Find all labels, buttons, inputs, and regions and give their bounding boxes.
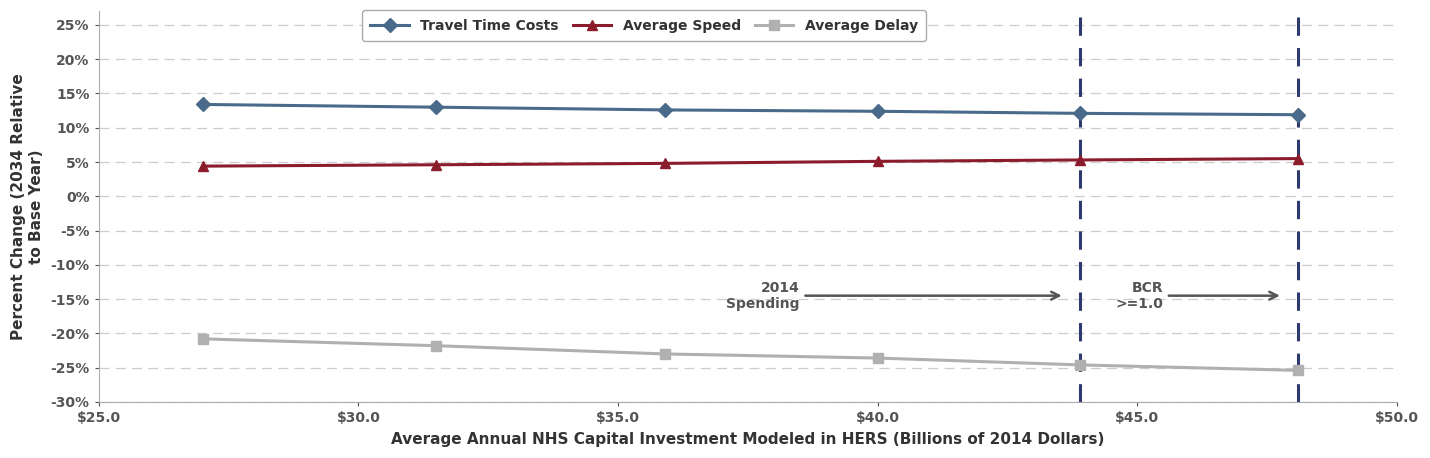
Y-axis label: Percent Change (2034 Relative
to Base Year): Percent Change (2034 Relative to Base Ye… bbox=[11, 73, 43, 340]
Average Delay bbox=[656, 351, 674, 357]
Average Delay bbox=[194, 336, 212, 342]
X-axis label: Average Annual NHS Capital Investment Modeled in HERS (Billions of 2014 Dollars): Average Annual NHS Capital Investment Mo… bbox=[392, 432, 1104, 447]
Travel Time Costs bbox=[1290, 112, 1307, 117]
Line: Average Speed: Average Speed bbox=[197, 154, 1303, 171]
Average Speed bbox=[1290, 156, 1307, 161]
Text: BCR
>=1.0: BCR >=1.0 bbox=[1115, 281, 1277, 311]
Travel Time Costs bbox=[656, 107, 674, 113]
Travel Time Costs bbox=[428, 104, 445, 110]
Legend: Travel Time Costs, Average Speed, Average Delay: Travel Time Costs, Average Speed, Averag… bbox=[362, 11, 927, 41]
Average Delay bbox=[1290, 368, 1307, 373]
Line: Average Delay: Average Delay bbox=[197, 334, 1303, 375]
Average Speed bbox=[428, 162, 445, 168]
Travel Time Costs bbox=[1071, 110, 1088, 116]
Average Delay bbox=[428, 343, 445, 349]
Travel Time Costs bbox=[194, 102, 212, 107]
Average Speed bbox=[656, 161, 674, 166]
Line: Travel Time Costs: Travel Time Costs bbox=[197, 99, 1303, 120]
Text: 2014
Spending: 2014 Spending bbox=[726, 281, 1060, 311]
Average Delay bbox=[1071, 362, 1088, 368]
Average Speed bbox=[194, 164, 212, 169]
Travel Time Costs bbox=[869, 109, 887, 114]
Average Speed bbox=[869, 158, 887, 164]
Average Delay bbox=[869, 355, 887, 361]
Average Speed bbox=[1071, 157, 1088, 163]
